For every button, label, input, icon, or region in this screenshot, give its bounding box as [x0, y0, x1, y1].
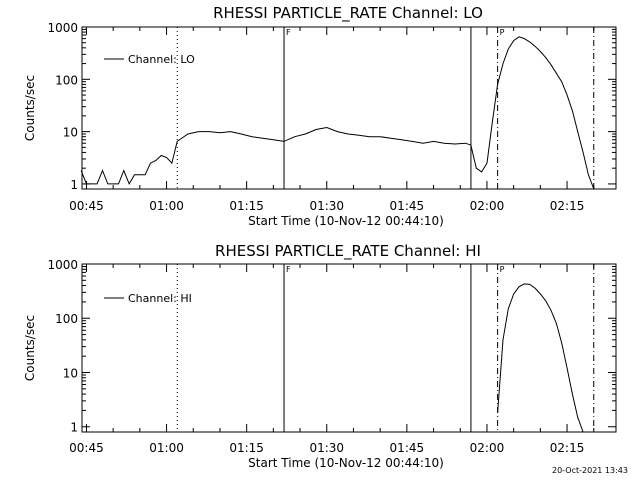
event-marker-label: P [500, 28, 505, 37]
x-tick-label: 02:15 [550, 199, 585, 213]
y-tick-label: 1 [70, 178, 78, 192]
legend-label: Channel: LO [128, 53, 195, 66]
x-tick-label: 01:00 [149, 199, 184, 213]
x-tick-label: 01:15 [229, 199, 264, 213]
x-tick-label: 01:15 [229, 441, 264, 455]
x-axis-label: Start Time (10-Nov-12 00:44:10) [248, 214, 444, 228]
series-line-hi [497, 283, 584, 433]
chart-title: RHESSI PARTICLE_RATE Channel: LO [213, 4, 483, 23]
x-tick-label: 01:30 [309, 441, 344, 455]
y-tick-label: 1000 [47, 258, 78, 272]
axis-ticks: 00:45 01:00 01:15 01:30 01:45 02:00 02:15 1 10 10… [47, 258, 616, 455]
chart-title: RHESSI PARTICLE_RATE Channel: HI [215, 242, 481, 261]
y-tick-label: 1000 [47, 21, 78, 35]
x-tick-label: 00:45 [69, 199, 104, 213]
y-tick-label: 100 [55, 312, 78, 326]
y-tick-label: 1 [70, 421, 78, 435]
panel-lo: RHESSI PARTICLE_RATE Channel: LO 00:45 01… [23, 4, 617, 228]
x-tick-label: 02:00 [470, 441, 505, 455]
event-marker-label: F [286, 265, 291, 274]
x-tick-label: 02:15 [550, 441, 585, 455]
x-tick-label: 01:45 [390, 441, 425, 455]
x-axis-label: Start Time (10-Nov-12 00:44:10) [248, 456, 444, 470]
y-axis-label: Counts/sec [23, 75, 37, 141]
legend-label: Channel: HI [128, 292, 192, 305]
series-line-lo [80, 36, 595, 190]
x-tick-label: 01:00 [149, 441, 184, 455]
x-tick-label: 02:00 [470, 199, 505, 213]
y-tick-label: 10 [63, 366, 78, 380]
x-tick-label: 01:45 [390, 199, 425, 213]
y-tick-label: 100 [55, 73, 78, 87]
y-axis-label: Counts/sec [23, 315, 37, 381]
x-tick-label: 00:45 [69, 441, 104, 455]
panel-hi: RHESSI PARTICLE_RATE Channel: HI 00:45 01… [23, 242, 617, 470]
timestamp-footer: 20-Oct-2021 13:43 [552, 466, 628, 475]
event-marker-label: P [500, 265, 505, 274]
y-tick-label: 10 [63, 126, 78, 140]
x-tick-label: 01:30 [309, 199, 344, 213]
plot-frame [81, 263, 617, 433]
event-marker-label: F [286, 28, 291, 37]
axis-ticks: 00:45 01:00 01:15 01:30 01:45 02:00 02:15 1 10 10… [47, 21, 616, 213]
plot-frame [81, 26, 617, 190]
